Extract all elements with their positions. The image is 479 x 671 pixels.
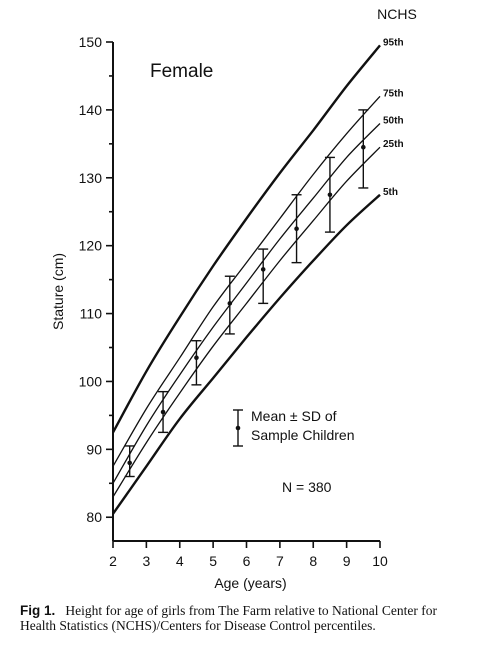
percentile-curves: [111, 44, 381, 515]
chart-title: Female: [150, 61, 213, 82]
mean-marker: [294, 226, 299, 232]
y-axis-title: Stature (cm): [50, 253, 66, 330]
percentile-label-95th: 95th: [383, 37, 404, 48]
axes: 80 90 100 110 120 130 140 150 2 3 4 5 6 7 8 9 10: [79, 34, 388, 569]
sample-point: [124, 445, 135, 478]
chart-labels: Age (years)Stature (cm)FemaleNCHS95th75t…: [50, 6, 417, 591]
sample-point: [191, 340, 202, 386]
mean-marker: [227, 301, 233, 306]
sample-point: [224, 275, 235, 335]
sample-point: [324, 156, 335, 233]
x-tick-label: 4: [176, 553, 184, 569]
x-axis-title: Age (years): [214, 575, 286, 591]
legend-label-line2: Sample Children: [251, 427, 355, 443]
height-for-age-chart: 80 90 100 110 120 130 140 150 2 3 4 5 6 7 8 9 10 Age (ye…: [50, 6, 417, 591]
percentile-curve-95th: [111, 44, 381, 433]
x-tick-label: 3: [142, 553, 150, 569]
figure-number: Fig 1.: [20, 603, 56, 618]
percentile-label-75th: 75th: [383, 88, 404, 99]
y-tick-label: 140: [79, 102, 103, 118]
percentile-label-25th: 25th: [383, 139, 404, 150]
mean-marker: [361, 144, 366, 150]
x-tick-label: 8: [309, 553, 317, 569]
x-tick-label: 6: [243, 553, 251, 569]
y-tick-label: 90: [86, 441, 102, 457]
x-tick-label: 10: [372, 553, 388, 569]
x-tick-label: 7: [276, 553, 284, 569]
percentile-curve-50th: [112, 123, 381, 484]
legend-mean-marker: [235, 425, 241, 431]
y-tick-label: 150: [79, 34, 103, 50]
sample-point: [291, 194, 302, 264]
x-tick-label: 5: [209, 553, 217, 569]
mean-marker: [260, 267, 266, 272]
percentile-label-50th: 50th: [383, 115, 404, 126]
sample-error-bars: [124, 109, 369, 478]
mean-marker: [194, 355, 199, 360]
percentile-label-5th: 5th: [383, 187, 398, 198]
sample-point: [158, 390, 169, 434]
percentile-curve-5th: [112, 193, 381, 515]
y-tick-label: 120: [79, 238, 103, 254]
caption-text: Height for age of girls from The Farm re…: [20, 603, 438, 633]
mean-marker: [127, 460, 132, 466]
percentile-curve-25th: [112, 146, 381, 498]
legend-label-line1: Mean ± SD of: [251, 408, 337, 424]
mean-marker: [327, 192, 333, 198]
legend: Mean ± SD of Sample Children: [233, 408, 355, 447]
sample-point: [358, 109, 369, 189]
reference-label: NCHS: [377, 6, 417, 22]
mean-marker: [160, 409, 166, 415]
x-tick-label: 9: [343, 553, 351, 569]
y-tick-label: 130: [79, 170, 103, 186]
x-tick-label: 2: [109, 553, 117, 569]
sample-point: [258, 248, 269, 305]
y-tick-label: 100: [79, 373, 103, 389]
percentile-curve-75th: [112, 95, 381, 467]
y-tick-label: 110: [80, 306, 103, 322]
figure-caption: Fig 1. Height for age of girls from The …: [20, 603, 470, 633]
sample-size-annotation: N = 380: [282, 479, 332, 495]
y-tick-label: 80: [86, 509, 102, 525]
